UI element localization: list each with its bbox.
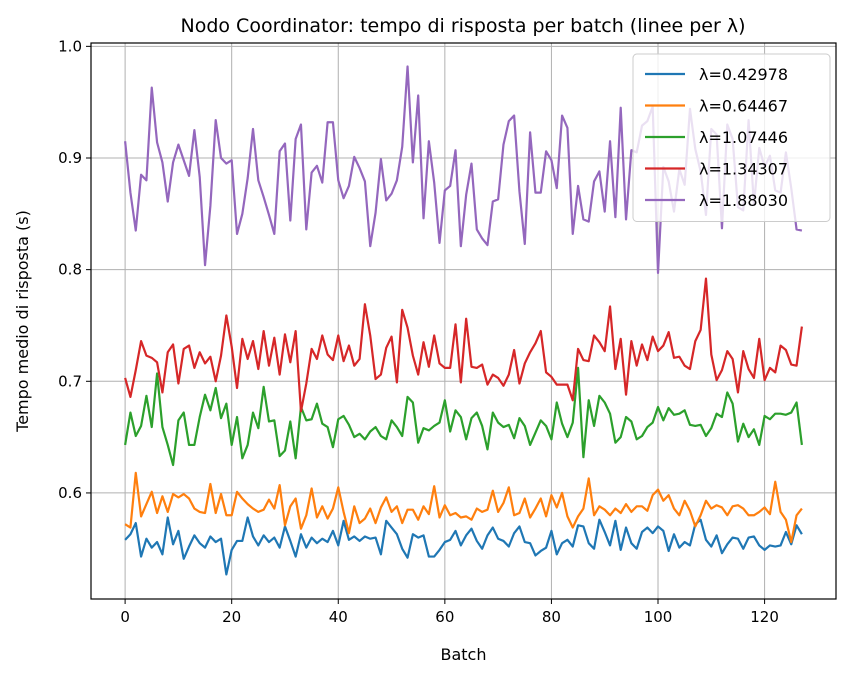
legend-entry-label: λ=0.42978 — [699, 65, 788, 84]
y-tick-label: 1.0 — [58, 37, 82, 55]
x-tick-label: 40 — [329, 608, 348, 626]
x-tick-label: 100 — [644, 608, 673, 626]
series-line-3 — [124, 366, 803, 467]
legend-entry-label: λ=1.07446 — [699, 128, 788, 147]
plot-area-frame — [90, 42, 837, 600]
legend-box — [632, 53, 831, 222]
axis-ticks: 0 20 40 60 80 100 120 0.6 0.7 0.8 0.9 1.0 — [58, 37, 779, 626]
chart-title: Nodo Coordinator: tempo di risposta per … — [181, 15, 746, 37]
y-tick-label: 0.7 — [58, 372, 82, 390]
x-tick-label: 120 — [750, 608, 779, 626]
series-lines — [124, 65, 803, 576]
x-tick-label: 20 — [222, 608, 241, 626]
legend-entry-label: λ=1.34307 — [699, 160, 788, 179]
y-tick-label: 0.6 — [58, 484, 82, 502]
legend: λ=0.42978 λ=0.64467 λ=1.07446 λ=1.34307 λ=1.… — [632, 53, 831, 222]
x-axis-label: Batch — [441, 645, 487, 664]
x-tick-label: 60 — [435, 608, 454, 626]
series-line-1 — [124, 516, 803, 576]
x-tick-label: 0 — [120, 608, 130, 626]
y-tick-label: 0.9 — [58, 149, 82, 167]
legend-entry-label: λ=0.64467 — [699, 97, 788, 116]
y-axis-label: Tempo medio di risposta (s) — [13, 210, 32, 433]
series-line-4 — [124, 277, 803, 413]
x-tick-label: 80 — [542, 608, 561, 626]
y-tick-label: 0.8 — [58, 261, 82, 279]
series-line-2 — [124, 471, 803, 544]
legend-entry-label: λ=1.88030 — [699, 191, 788, 210]
